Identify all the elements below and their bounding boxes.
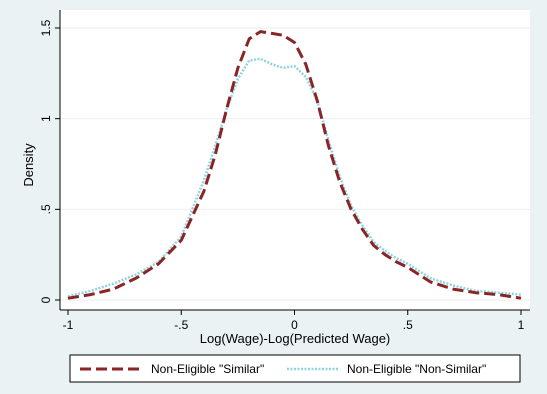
legend-label-similar: Non-Eligible "Similar" [151, 362, 264, 376]
series-layer [67, 30, 522, 300]
legend: Non-Eligible "Similar" Non-Eligible "Non… [69, 354, 521, 383]
x-axis-ticks: -1 -.5 0 .5 1 [63, 310, 525, 332]
x-tick-label: -1 [63, 318, 74, 332]
y-axis-label: Density [21, 143, 36, 187]
y-axis-ticks: 0 .5 1 1.5 [39, 19, 60, 303]
plot-area [60, 10, 530, 310]
y-tick-label: 1.5 [39, 19, 53, 36]
x-tick-label: 0 [291, 318, 298, 332]
y-tick-label: 0 [39, 296, 53, 303]
x-tick-label: 1 [518, 318, 525, 332]
x-tick-label: .5 [403, 318, 413, 332]
y-tick-label: .5 [39, 204, 53, 214]
x-tick-label: -.5 [174, 318, 188, 332]
x-axis-label: Log(Wage)-Log(Predicted Wage) [200, 331, 391, 346]
grid-lines [60, 27, 530, 301]
series-line-1 [67, 57, 522, 298]
y-tick-label: 1 [39, 115, 53, 122]
legend-label-non-similar: Non-Eligible "Non-Similar" [347, 362, 486, 376]
series-line-0 [67, 30, 522, 300]
